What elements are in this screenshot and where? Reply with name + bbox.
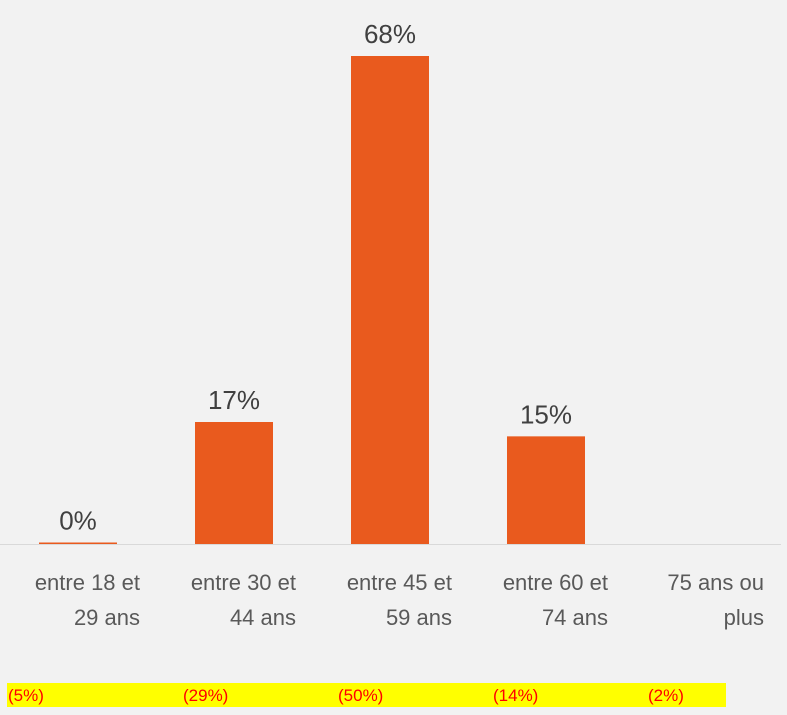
category-label-1: entre 18 et 29 ans — [35, 570, 140, 630]
value-label-3: 68% — [364, 19, 416, 49]
category-label-5: 75 ans ou plus — [667, 570, 764, 630]
category-label-line: 29 ans — [74, 605, 140, 630]
bottom-notes-highlight — [7, 683, 726, 707]
value-label-4: 15% — [520, 399, 572, 429]
bottom-notes-group: (5%) (29%) (50%) (14%) (2%) — [8, 686, 684, 705]
bar-3 — [351, 56, 429, 544]
value-label-2: 17% — [208, 385, 260, 415]
bottom-note-3: (50%) — [338, 686, 383, 705]
bottom-note-5: (2%) — [648, 686, 684, 705]
category-label-2: entre 30 et 44 ans — [191, 570, 296, 630]
bottom-note-2: (29%) — [183, 686, 228, 705]
bars-group — [39, 56, 585, 544]
category-label-line: entre 45 et — [347, 570, 452, 595]
category-label-line: 44 ans — [230, 605, 296, 630]
category-label-4: entre 60 et 74 ans — [503, 570, 608, 630]
value-label-1: 0% — [59, 506, 97, 536]
category-label-line: 75 ans ou — [667, 570, 764, 595]
category-label-line: entre 60 et — [503, 570, 608, 595]
value-labels-group: 0% 17% 68% 15% — [59, 19, 572, 536]
category-label-line: entre 30 et — [191, 570, 296, 595]
bar-1 — [39, 542, 117, 544]
category-label-3: entre 45 et 59 ans — [347, 570, 452, 630]
category-label-line: entre 18 et — [35, 570, 140, 595]
bar-2 — [195, 422, 273, 544]
bottom-note-1: (5%) — [8, 686, 44, 705]
category-label-line: 74 ans — [542, 605, 608, 630]
bar-4 — [507, 436, 585, 544]
bottom-note-4: (14%) — [493, 686, 538, 705]
category-label-line: 59 ans — [386, 605, 452, 630]
category-label-line: plus — [724, 605, 764, 630]
